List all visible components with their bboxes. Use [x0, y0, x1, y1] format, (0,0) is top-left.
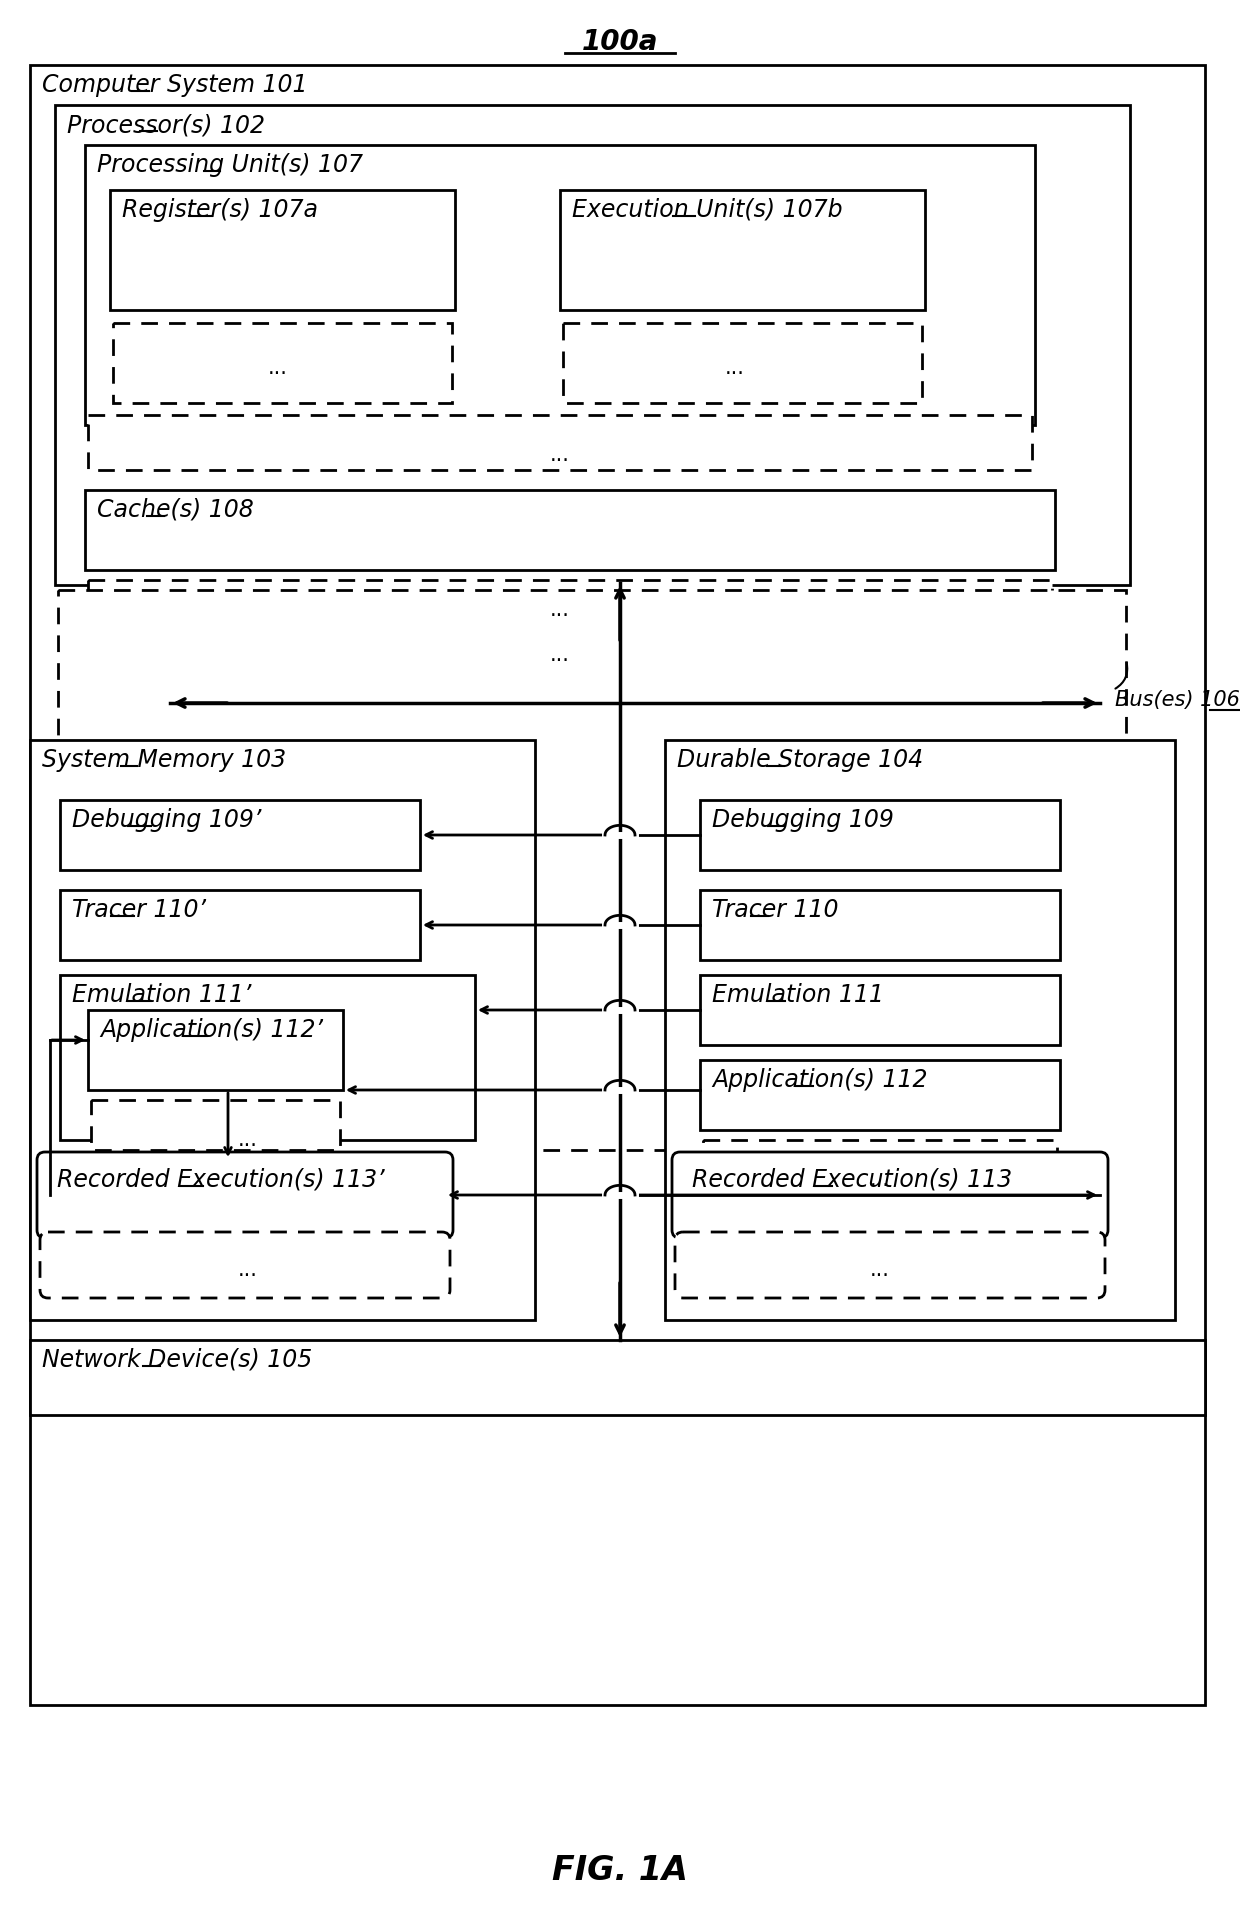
Text: Durable Storage 104: Durable Storage 104 — [677, 747, 923, 772]
Text: ...: ... — [870, 1260, 890, 1281]
Text: ...: ... — [725, 358, 745, 377]
FancyBboxPatch shape — [701, 799, 1060, 871]
Text: Computer System 101: Computer System 101 — [42, 73, 308, 96]
FancyBboxPatch shape — [701, 975, 1060, 1046]
Text: Bus(es) 106: Bus(es) 106 — [1115, 690, 1240, 711]
FancyBboxPatch shape — [701, 1059, 1060, 1131]
FancyBboxPatch shape — [30, 1340, 1205, 1416]
Text: ...: ... — [268, 358, 288, 377]
FancyBboxPatch shape — [86, 144, 1035, 426]
FancyBboxPatch shape — [110, 191, 455, 310]
Text: Debugging 109: Debugging 109 — [712, 809, 894, 832]
Text: Processing Unit(s) 107: Processing Unit(s) 107 — [97, 152, 363, 177]
FancyBboxPatch shape — [560, 191, 925, 310]
FancyBboxPatch shape — [30, 740, 534, 1319]
FancyBboxPatch shape — [88, 580, 1052, 636]
FancyBboxPatch shape — [675, 1233, 1105, 1298]
Text: Recorded Execution(s) 113’: Recorded Execution(s) 113’ — [57, 1167, 384, 1192]
FancyBboxPatch shape — [30, 65, 1205, 1705]
Text: Application(s) 112: Application(s) 112 — [712, 1069, 928, 1092]
Text: Emulation 111: Emulation 111 — [712, 982, 884, 1007]
FancyBboxPatch shape — [60, 890, 420, 959]
FancyBboxPatch shape — [113, 324, 453, 403]
FancyBboxPatch shape — [701, 890, 1060, 959]
FancyBboxPatch shape — [86, 489, 1055, 570]
Text: Processor(s) 102: Processor(s) 102 — [67, 114, 265, 137]
Text: Tracer 110’: Tracer 110’ — [72, 898, 206, 923]
Text: Network Device(s) 105: Network Device(s) 105 — [42, 1348, 312, 1371]
Text: Cache(s) 108: Cache(s) 108 — [97, 499, 254, 522]
FancyBboxPatch shape — [58, 589, 1126, 1150]
Text: ...: ... — [238, 1260, 258, 1281]
Text: 100a: 100a — [582, 29, 658, 56]
Text: FIG. 1A: FIG. 1A — [552, 1855, 688, 1887]
FancyBboxPatch shape — [37, 1152, 453, 1238]
FancyBboxPatch shape — [60, 799, 420, 871]
Text: ...: ... — [551, 645, 570, 664]
FancyBboxPatch shape — [703, 1140, 1056, 1190]
Text: Emulation 111’: Emulation 111’ — [72, 982, 252, 1007]
Text: Application(s) 112’: Application(s) 112’ — [100, 1019, 322, 1042]
Text: Register(s) 107a: Register(s) 107a — [122, 198, 317, 221]
Text: ...: ... — [238, 1131, 258, 1150]
Text: ...: ... — [551, 601, 570, 620]
Text: Tracer 110: Tracer 110 — [712, 898, 838, 923]
FancyBboxPatch shape — [60, 975, 475, 1140]
FancyBboxPatch shape — [55, 106, 1130, 586]
FancyBboxPatch shape — [563, 324, 923, 403]
FancyBboxPatch shape — [88, 1009, 343, 1090]
FancyBboxPatch shape — [665, 740, 1176, 1319]
Text: Debugging 109’: Debugging 109’ — [72, 809, 262, 832]
FancyBboxPatch shape — [88, 414, 1032, 470]
Text: ...: ... — [551, 445, 570, 464]
Text: System Memory 103: System Memory 103 — [42, 747, 286, 772]
FancyBboxPatch shape — [91, 1100, 340, 1150]
FancyBboxPatch shape — [40, 1233, 450, 1298]
FancyBboxPatch shape — [672, 1152, 1109, 1238]
Text: Execution Unit(s) 107b: Execution Unit(s) 107b — [572, 198, 843, 221]
Text: ...: ... — [870, 1169, 890, 1190]
Text: Recorded Execution(s) 113: Recorded Execution(s) 113 — [692, 1167, 1012, 1192]
